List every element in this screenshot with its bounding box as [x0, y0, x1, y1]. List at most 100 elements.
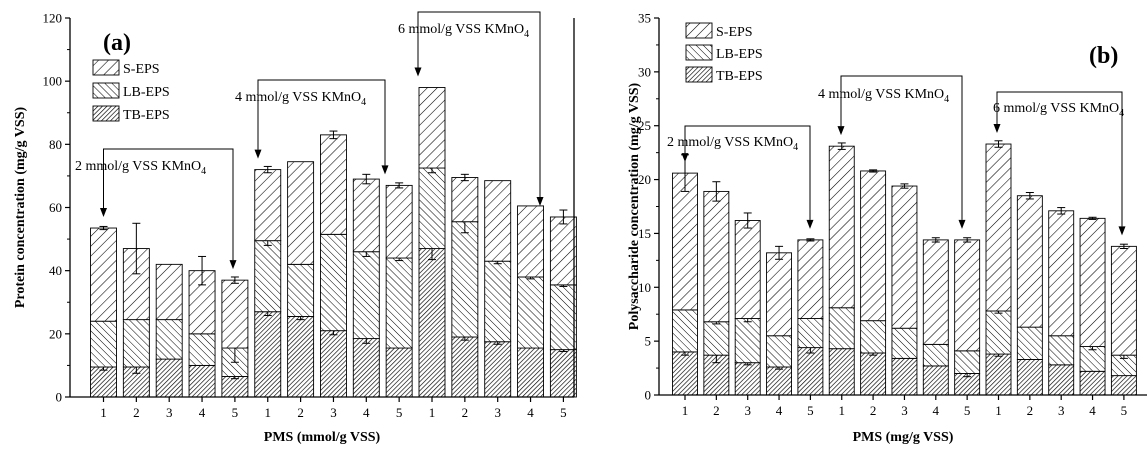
bar-lb-eps-3: [734, 318, 761, 364]
bar-lb-eps-7: [860, 320, 887, 354]
annotation-bracket: [417, 11, 541, 197]
bar-tb-eps-5: [221, 376, 249, 398]
annotation-group-3: 6 mmol/g VSS KMnO4: [398, 11, 544, 206]
bar-tb-eps-15: [549, 349, 577, 398]
bar-s-eps-9: [922, 239, 949, 345]
x-tick-label: 2: [297, 405, 304, 420]
bar-tb-eps-14: [517, 347, 544, 398]
bar-s-eps-5: [797, 239, 824, 319]
x-tick-label: 2: [870, 403, 877, 418]
bar-lb-eps-11: [985, 310, 1012, 355]
arrowhead: [100, 208, 107, 218]
bar-s-eps-11: [418, 87, 446, 169]
x-tick-label: 5: [232, 405, 239, 420]
bar-tb-eps-9: [352, 338, 380, 398]
bar-lb-eps-12: [451, 221, 479, 338]
x-tick-label: 2: [133, 405, 140, 420]
annotation-bracket: [996, 91, 1123, 227]
bar-s-eps-6: [254, 169, 282, 242]
bar-lb-eps-11: [418, 167, 446, 250]
annotation-label: 4 mmol/g VSS KMnO4: [235, 90, 366, 108]
legend-label-tb-eps: TB-EPS: [123, 108, 170, 123]
bar-s-eps-12: [1016, 195, 1043, 328]
bar-lb-eps-13: [1048, 335, 1075, 366]
chart-panel-b: 0 5 10 15 20 25 30 35 1 2 3 4 5 1 2 3 4 5 1 2 3 4 5 PMS (mg/g V…: [627, 11, 1147, 445]
bar-tb-eps-3: [734, 362, 761, 396]
arrowhead: [837, 126, 845, 136]
bar-s-eps-7: [860, 170, 887, 322]
y-tick-label: 20: [49, 326, 62, 341]
bar-tb-eps-14: [1079, 370, 1106, 396]
bar-s-eps-13: [484, 180, 512, 262]
bar-tb-eps-11: [418, 248, 446, 398]
arrowhead: [414, 67, 422, 77]
bar-tb-eps-8: [320, 330, 347, 398]
y-tick-label: 100: [43, 74, 63, 89]
bar-s-eps-7: [287, 161, 315, 265]
x-tick-label: 3: [330, 405, 337, 420]
bar-tb-eps-12: [451, 336, 479, 398]
legend-label-s-eps: S-EPS: [716, 25, 753, 40]
bar-s-eps-14: [1079, 217, 1106, 347]
bar-s-eps-2: [703, 190, 730, 323]
bar-lb-eps-2: [122, 319, 150, 368]
arrowhead: [1118, 226, 1126, 236]
bar-tb-eps-1: [90, 366, 117, 398]
bar-lb-eps-9: [352, 251, 380, 340]
legend-swatch-s-eps: [685, 22, 713, 39]
x-tick-label: 5: [560, 405, 567, 420]
bar-tb-eps-7: [860, 352, 887, 396]
x-tick-label: 4: [199, 405, 206, 420]
bar-s-eps-15: [1110, 245, 1137, 356]
bar-tb-eps-7: [287, 316, 315, 398]
legend-swatch-lb-eps: [685, 44, 713, 61]
bar-lb-eps-6: [828, 307, 855, 350]
legend-swatch-tb-eps: [685, 66, 713, 83]
legend-swatch-lb-eps: [92, 82, 120, 99]
annotation-bracket: [103, 148, 234, 261]
y-tick-label: 15: [638, 226, 651, 241]
bar-lb-eps-6: [254, 240, 282, 313]
x-tick-label: 1: [995, 403, 1002, 418]
x-tick-label: 1: [839, 403, 846, 418]
x-tick-label: 2: [462, 405, 469, 420]
legend-label-lb-eps: LB-EPS: [123, 85, 170, 100]
annotation-group-3: 6 mmol/g VSS KMnO4: [993, 91, 1126, 236]
bar-tb-eps-6: [828, 348, 855, 396]
bar-tb-eps-4: [766, 366, 792, 396]
y-axis-label: Protein concentration (mg/g VSS): [13, 107, 28, 309]
bar-lb-eps-1: [90, 320, 117, 368]
bar-s-eps-1: [90, 227, 117, 322]
x-tick-label: 5: [396, 405, 403, 420]
bar-tb-eps-12: [1016, 359, 1043, 396]
legend-label-tb-eps: TB-EPS: [716, 69, 763, 84]
bar-tb-eps-1: [672, 351, 698, 396]
annotation-label: 6 mmol/g VSS KMnO4: [993, 101, 1124, 119]
bar-lb-eps-4: [188, 333, 216, 366]
bar-lb-eps-7: [287, 263, 315, 317]
chart-panel-a: 0 20 40 60 80 100 120 1 2 3 4 5 1 2 3 4 5 1 2 3 4 5 PMS (mmol/…: [13, 11, 577, 445]
bar-s-eps-13: [1048, 210, 1075, 337]
x-axis-label: PMS (mg/g VSS): [853, 430, 954, 445]
bar-lb-eps-2: [703, 321, 730, 356]
bar-tb-eps-13: [1048, 364, 1075, 396]
y-tick-label: 20: [638, 172, 651, 187]
x-tick-label: 4: [933, 403, 940, 418]
x-tick-label: 5: [1121, 403, 1128, 418]
x-tick-label: 3: [166, 405, 173, 420]
annotation-bracket: [257, 79, 386, 166]
x-tick-label: 1: [429, 405, 436, 420]
y-tick-label: 0: [645, 388, 652, 403]
bar-s-eps-8: [891, 185, 918, 329]
bar-tb-eps-6: [254, 311, 282, 398]
bar-tb-eps-5: [797, 347, 824, 396]
x-tick-label: 3: [494, 405, 501, 420]
bar-lb-eps-3: [155, 319, 183, 360]
annotation-group-1: 2 mmol/g VSS KMnO4: [75, 148, 237, 270]
bar-s-eps-8: [320, 134, 347, 235]
x-tick-label: 1: [682, 403, 689, 418]
panel-label: (a): [103, 30, 131, 56]
bar-tb-eps-9: [922, 365, 949, 396]
y-tick-label: 80: [49, 137, 62, 152]
bar-s-eps-10: [385, 184, 413, 259]
